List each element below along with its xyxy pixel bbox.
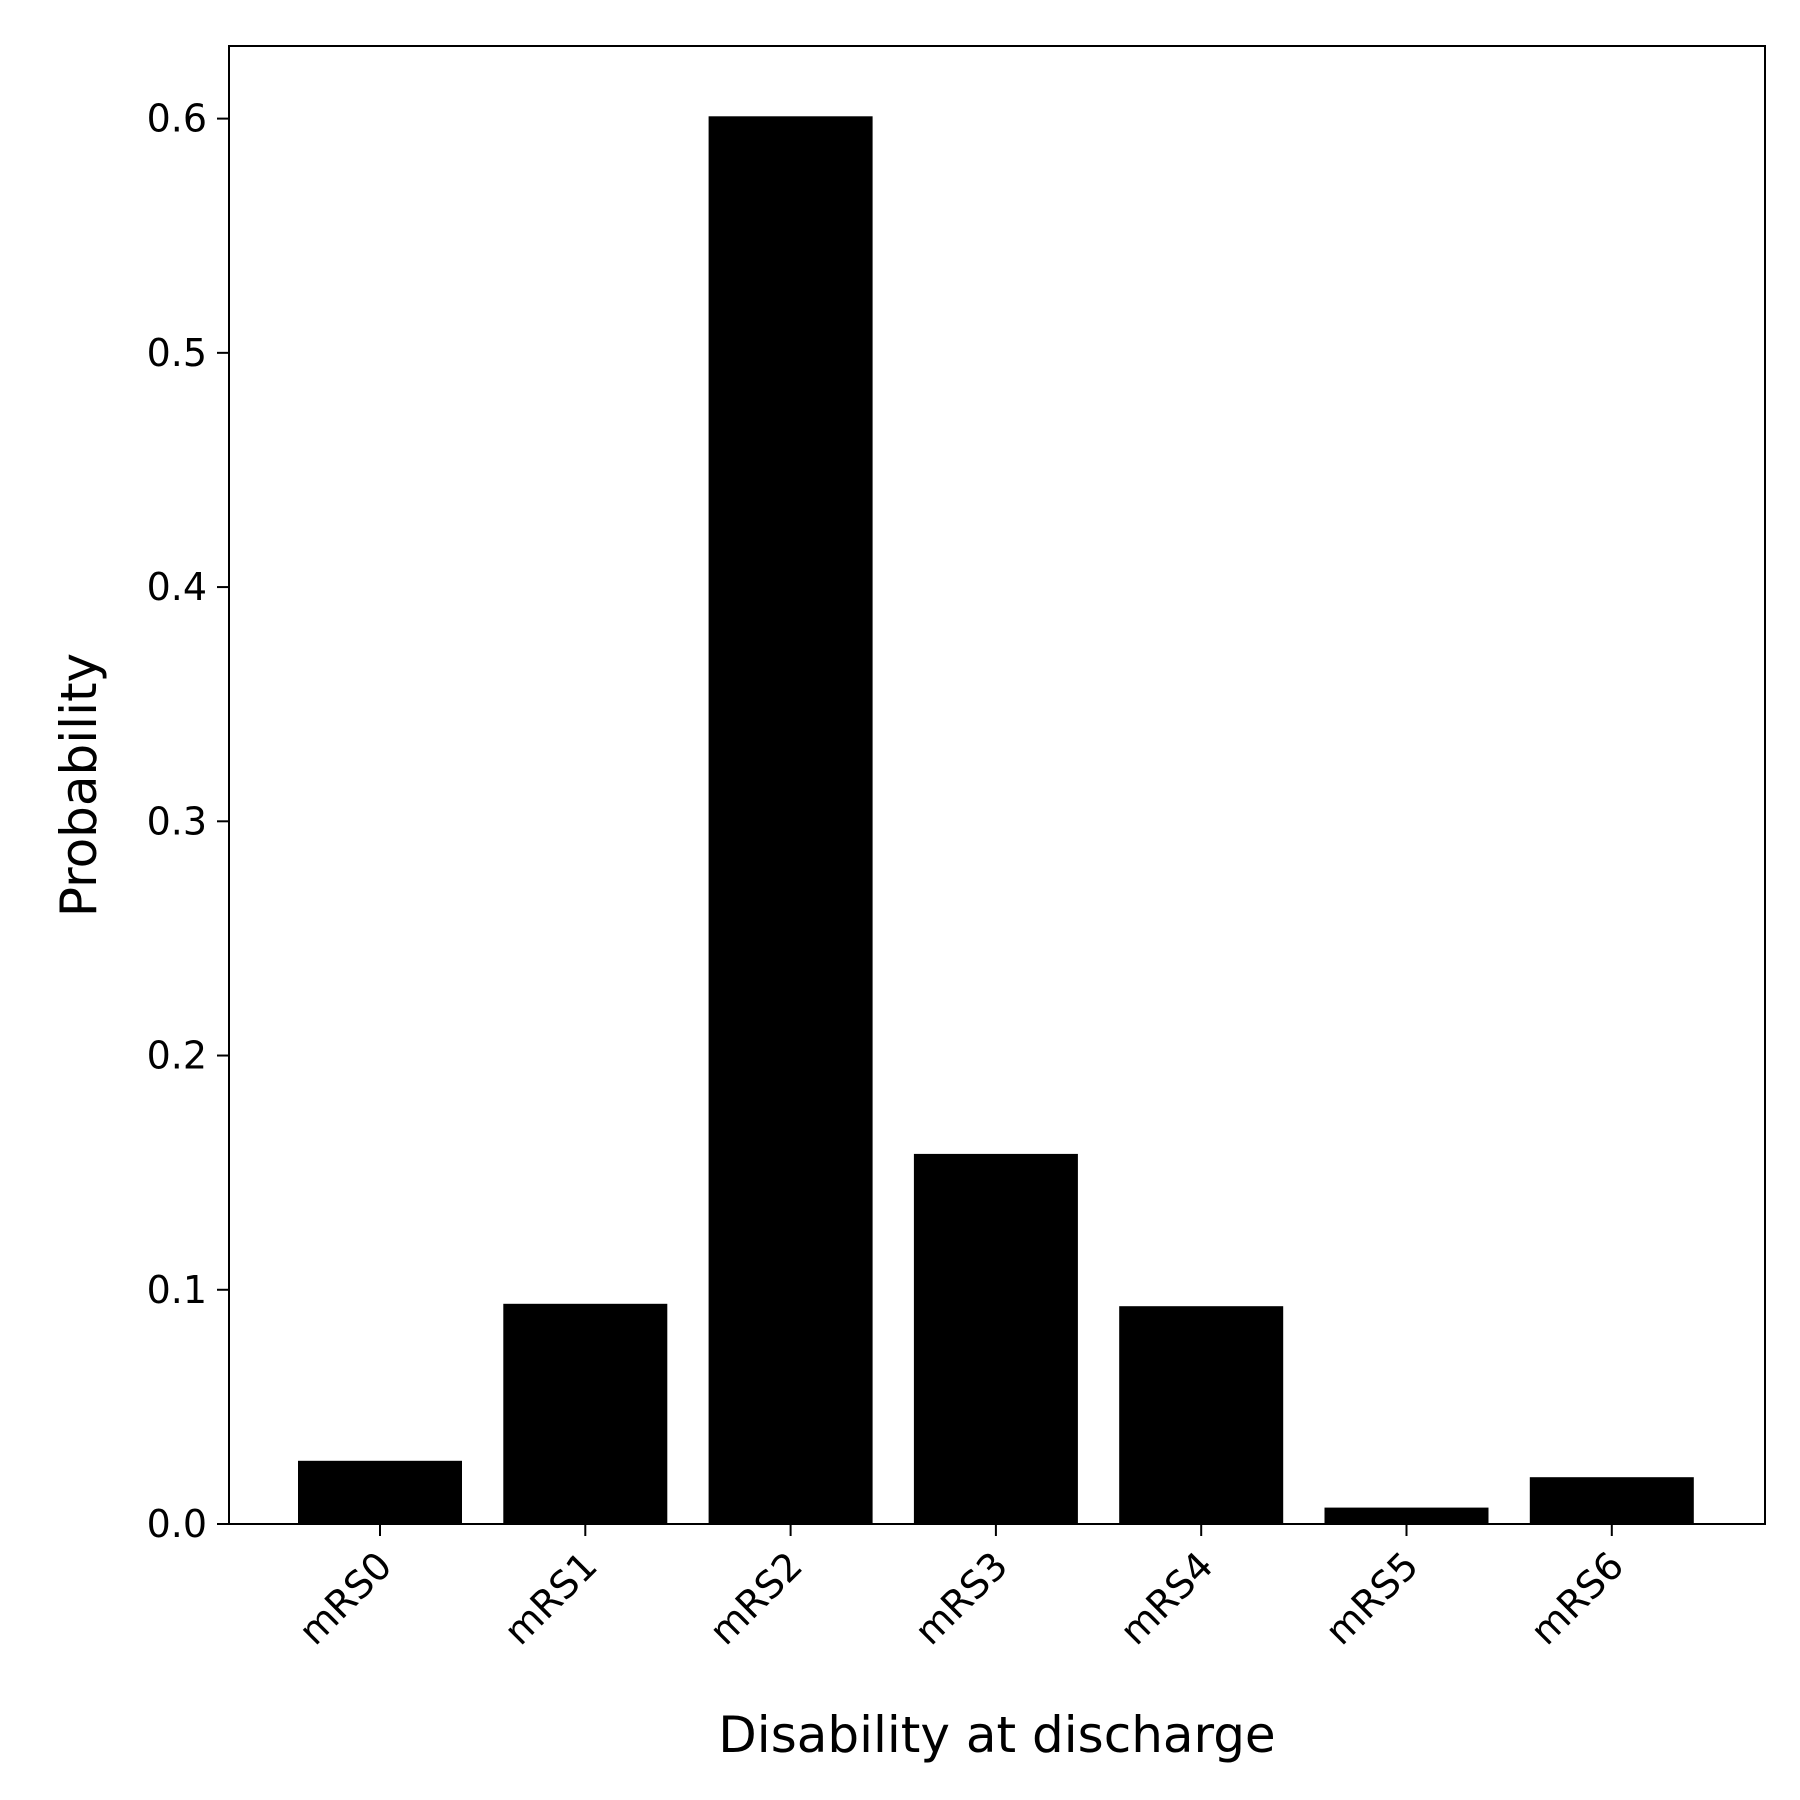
x-tick-label: mRS6: [1522, 1543, 1632, 1653]
bar-mRS6: [1529, 1477, 1694, 1524]
y-tick-label: 0.4: [147, 565, 207, 609]
x-axis: mRS0 mRS1 mRS2 mRS3 mRS4 mRS5 mRS6: [290, 1524, 1632, 1653]
x-tick-label: mRS2: [701, 1543, 811, 1653]
y-tick-label: 0.5: [147, 331, 207, 375]
y-tick-label: 0.1: [147, 1268, 207, 1312]
y-axis: 0.0 0.1 0.2 0.3 0.4 0.5 0.6: [147, 97, 229, 1546]
x-tick-label: mRS1: [496, 1543, 606, 1653]
bar-mRS4: [1119, 1306, 1284, 1524]
x-axis-label: Disability at discharge: [718, 1706, 1275, 1764]
x-tick-label: mRS3: [906, 1543, 1016, 1653]
bar-mRS5: [1324, 1507, 1489, 1524]
x-tick-label: mRS5: [1317, 1543, 1427, 1653]
y-tick-label: 0.2: [147, 1034, 207, 1078]
bars: [298, 116, 1694, 1524]
bar-mRS3: [913, 1153, 1078, 1524]
y-tick-label: 0.3: [147, 799, 207, 843]
y-tick-label: 0.6: [147, 97, 207, 141]
x-tick-label: mRS4: [1111, 1543, 1221, 1653]
bar-mRS2: [708, 116, 873, 1524]
bar-mRS1: [503, 1303, 668, 1524]
bar-mRS0: [298, 1460, 462, 1524]
x-tick-label: mRS0: [290, 1543, 400, 1653]
plot-frame: [228, 45, 1766, 1525]
y-axis-label: Probability: [50, 653, 108, 917]
y-tick-label: 0.0: [147, 1502, 207, 1546]
